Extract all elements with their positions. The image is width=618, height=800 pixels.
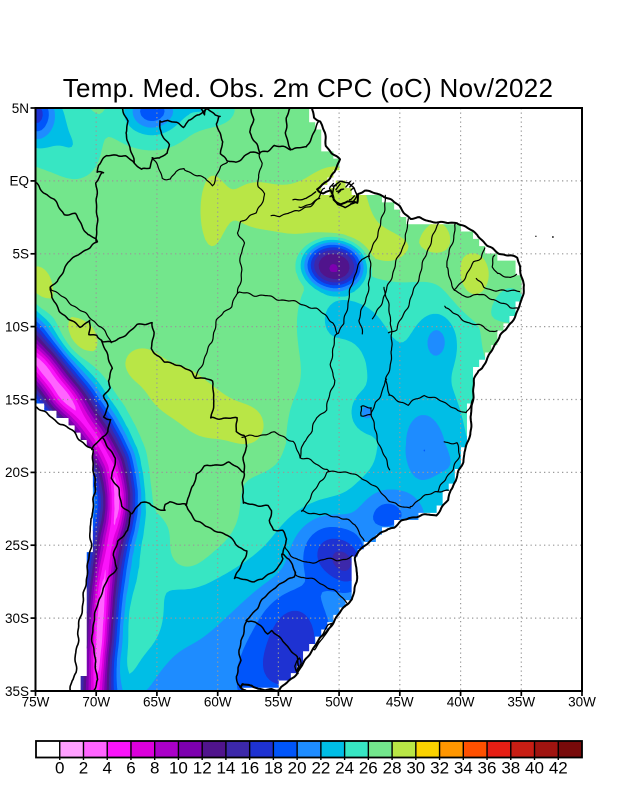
svg-text:30: 30 xyxy=(406,759,425,778)
svg-text:42: 42 xyxy=(549,759,568,778)
svg-text:32: 32 xyxy=(430,759,449,778)
svg-text:6: 6 xyxy=(126,759,135,778)
svg-text:26: 26 xyxy=(359,759,378,778)
svg-text:40: 40 xyxy=(525,759,544,778)
svg-text:20: 20 xyxy=(288,759,307,778)
svg-text:25S: 25S xyxy=(5,538,29,553)
svg-text:10: 10 xyxy=(169,759,188,778)
svg-text:45W: 45W xyxy=(386,695,414,710)
svg-text:35W: 35W xyxy=(507,695,535,710)
svg-text:8: 8 xyxy=(150,759,159,778)
svg-text:60W: 60W xyxy=(204,695,232,710)
svg-text:14: 14 xyxy=(216,759,235,778)
svg-text:36: 36 xyxy=(478,759,497,778)
svg-text:65W: 65W xyxy=(143,695,171,710)
svg-text:Temp. Med. Obs. 2m CPC (oC) No: Temp. Med. Obs. 2m CPC (oC) Nov/2022 xyxy=(63,73,554,103)
svg-text:5S: 5S xyxy=(12,247,29,262)
svg-text:0: 0 xyxy=(55,759,64,778)
svg-text:35S: 35S xyxy=(5,684,29,699)
svg-text:16: 16 xyxy=(240,759,259,778)
svg-text:55W: 55W xyxy=(265,695,293,710)
svg-text:50W: 50W xyxy=(325,695,353,710)
svg-text:30S: 30S xyxy=(5,611,29,626)
svg-text:38: 38 xyxy=(501,759,520,778)
svg-text:22: 22 xyxy=(311,759,330,778)
svg-text:20S: 20S xyxy=(5,465,29,480)
svg-text:30W: 30W xyxy=(568,695,596,710)
svg-text:5N: 5N xyxy=(12,101,29,116)
svg-text:10S: 10S xyxy=(5,319,29,334)
svg-text:24: 24 xyxy=(335,759,354,778)
svg-text:12: 12 xyxy=(193,759,212,778)
svg-text:70W: 70W xyxy=(82,695,110,710)
svg-text:2: 2 xyxy=(79,759,88,778)
svg-text:EQ: EQ xyxy=(9,174,29,189)
svg-text:28: 28 xyxy=(383,759,402,778)
svg-text:40W: 40W xyxy=(447,695,475,710)
svg-text:15S: 15S xyxy=(5,392,29,407)
svg-text:75W: 75W xyxy=(22,695,50,710)
svg-text:18: 18 xyxy=(264,759,283,778)
svg-text:4: 4 xyxy=(102,759,111,778)
svg-text:34: 34 xyxy=(454,759,473,778)
